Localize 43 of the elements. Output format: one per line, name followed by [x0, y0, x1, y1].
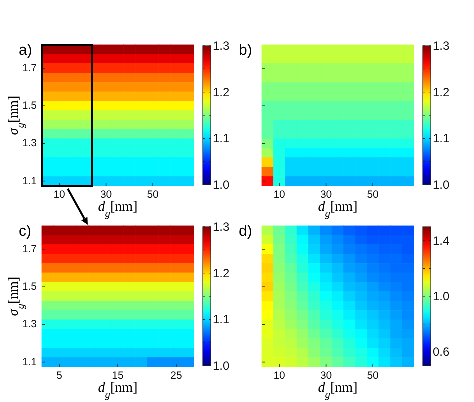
color-bar-label: 1.3	[213, 39, 230, 53]
chart-title: d)	[239, 223, 252, 240]
color-bar-label: 1.0	[433, 290, 450, 304]
color-bar-label: 1.1	[213, 132, 230, 146]
x-tick-label: 30	[100, 189, 112, 201]
y-tick-label: 1.3	[22, 138, 38, 150]
x-tick-label: 50	[367, 370, 380, 382]
color-bar-label: 1.2	[433, 85, 450, 100]
color-bar-label: 1.1	[213, 312, 230, 327]
y-tick-label: 1.7	[22, 244, 38, 256]
y-tick-label: 1.5	[22, 100, 38, 112]
y-tick-label: 1.7	[22, 62, 38, 74]
x-axis-title: d$_{g}$[nm]	[98, 381, 138, 400]
color-bar-label: 1.2	[213, 85, 230, 100]
x-axis-title: d$_{g}$[nm]	[98, 200, 138, 220]
x-tick-label: 15	[112, 370, 124, 382]
x-axis-title: d$_{g}$[nm]	[318, 200, 358, 220]
color-bar-label: 1.0	[433, 178, 450, 192]
x-tick-label: 10	[274, 189, 286, 201]
y-tick-label: 1.5	[22, 281, 38, 294]
y-tick-label: 1.1	[22, 356, 38, 368]
color-bar-label: 1.3	[433, 39, 450, 53]
chart-title: c)	[19, 223, 32, 240]
x-tick-label: 30	[320, 370, 332, 382]
x-tick-label: 10	[274, 370, 286, 382]
x-tick-label: 25	[170, 370, 182, 382]
x-tick-label: 50	[147, 189, 160, 201]
x-tick-label: 30	[320, 189, 332, 201]
color-bar-label: 1.3	[213, 220, 230, 234]
color-bar-label: 1.1	[433, 132, 450, 146]
y-tick-label: 1.1	[22, 175, 38, 188]
color-bar-label: 1.2	[213, 266, 230, 280]
y-tick-label: 1.3	[22, 318, 38, 331]
x-axis-title: d$_{g}$[nm]	[318, 381, 358, 400]
chart-title: a)	[19, 42, 32, 59]
color-bar-label: 1.0	[213, 178, 230, 192]
color-bar-label: 1.4	[433, 234, 450, 248]
x-tick-label: 10	[54, 189, 66, 201]
x-tick-label: 5	[56, 370, 63, 382]
color-bar-label: 1.0	[213, 359, 230, 373]
color-bar-label: 0.6	[433, 345, 450, 360]
chart-title: b)	[239, 42, 252, 59]
x-tick-label: 50	[367, 189, 380, 201]
